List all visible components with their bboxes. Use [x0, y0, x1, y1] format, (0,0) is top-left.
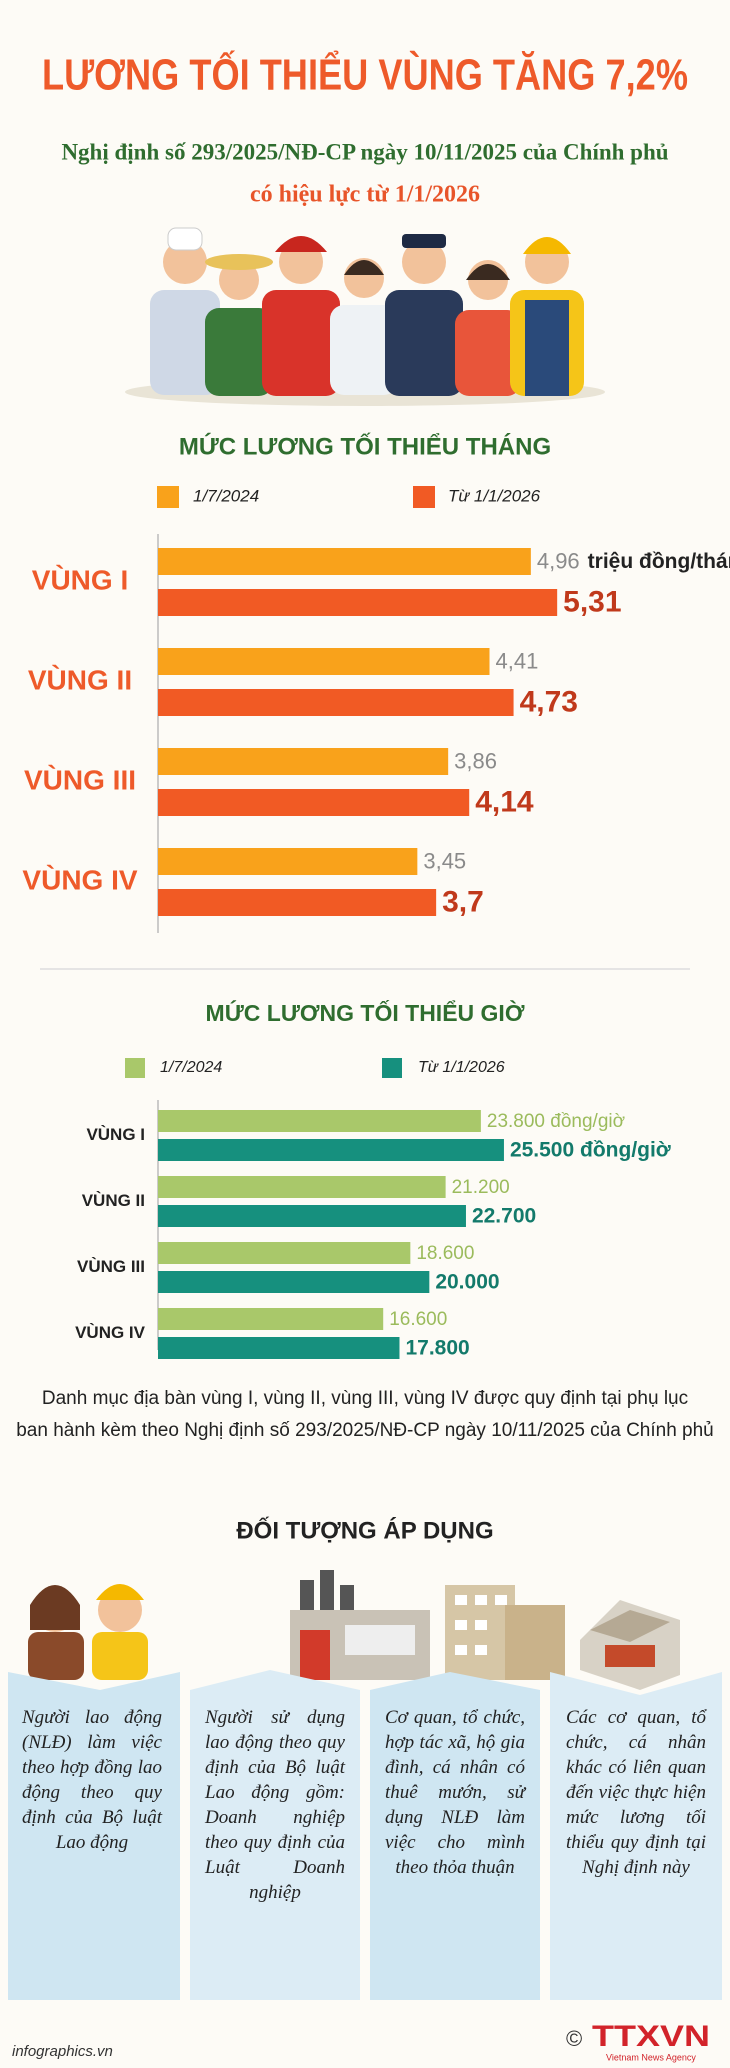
bar	[158, 889, 437, 916]
chart-title: MỨC LƯƠNG TỐI THIỂU THÁNG	[179, 432, 551, 460]
footer-site: infographics.vn	[12, 2043, 113, 2060]
value-label: 5,31	[563, 585, 621, 618]
target-icons	[28, 1570, 680, 1690]
legend-marker	[157, 486, 179, 508]
bar	[158, 848, 418, 875]
bar	[158, 1271, 430, 1293]
bar	[158, 548, 531, 575]
legend-marker	[413, 486, 435, 508]
chart-title: MỨC LƯƠNG TỐI THIỂU GIỜ	[206, 999, 525, 1026]
legend-marker	[382, 1058, 402, 1078]
category-label: VÙNG II	[82, 1191, 145, 1210]
subtitle: có hiệu lực từ 1/1/2026	[250, 182, 480, 208]
footer-agency: TTXVN	[592, 2020, 710, 2053]
subtitle: Nghị định số 293/2025/NĐ-CP ngày 10/11/2…	[61, 139, 668, 164]
bar	[158, 1242, 411, 1264]
value-label: 4,14	[475, 785, 534, 818]
bar	[158, 1337, 400, 1359]
value-label: 18.600	[416, 1243, 474, 1264]
note-line: ban hành kèm theo Nghị định số 293/2025/…	[16, 1420, 714, 1441]
unit-label: triệu đồng/tháng	[588, 550, 730, 573]
category-label: VÙNG III	[24, 764, 136, 795]
bar	[158, 748, 449, 775]
section-title: ĐỐI TƯỢNG ÁP DỤNG	[236, 1516, 493, 1544]
value-label: 4,96	[537, 548, 580, 573]
value-label: 3,45	[423, 848, 466, 873]
value-label: 16.600	[389, 1309, 447, 1330]
bar	[158, 589, 558, 616]
value-label: 25.500 đồng/giờ	[510, 1139, 671, 1162]
value-label: 4,73	[520, 685, 578, 718]
value-label: 20.000	[435, 1271, 499, 1294]
legend-label: 1/7/2024	[160, 1059, 222, 1076]
target-text: Cơ quan, tổ chức, hợp tác xã, hộ gia đìn…	[385, 1707, 525, 1878]
value-label: 3,7	[442, 885, 484, 918]
bar	[158, 1308, 384, 1330]
target-text: Các cơ quan, tổ chức, cá nhân khác có li…	[566, 1707, 706, 1878]
value-label: 3,86	[454, 748, 497, 773]
title: LƯƠNG TỐI THIỂU VÙNG TĂNG 7,2%	[42, 49, 688, 100]
legend-label: Từ 1/1/2026	[418, 1059, 505, 1076]
category-label: VÙNG I	[86, 1125, 145, 1144]
target-text: Người lao động (NLĐ) làm việc theo hợp đ…	[22, 1707, 162, 1853]
category-label: VÙNG I	[32, 564, 128, 595]
footer-agency-en: Vietnam News Agency	[606, 2052, 696, 2062]
legend-marker	[125, 1058, 145, 1078]
value-label: 4,41	[496, 648, 539, 673]
bar	[158, 789, 470, 816]
value-label: 21.200	[452, 1177, 510, 1198]
bar	[158, 689, 514, 716]
workers-illustration	[125, 227, 605, 406]
footer-copyright: ©	[566, 2026, 582, 2051]
value-label: 17.800	[405, 1337, 469, 1360]
bar	[158, 648, 490, 675]
category-label: VÙNG IV	[22, 864, 137, 895]
bar	[158, 1205, 466, 1227]
category-label: VÙNG IV	[75, 1323, 146, 1342]
bar	[158, 1110, 481, 1132]
category-label: VÙNG II	[28, 664, 132, 695]
bar	[158, 1139, 504, 1161]
category-label: VÙNG III	[77, 1257, 145, 1276]
target-text: Người sử dụng lao động theo quy định của…	[205, 1707, 345, 1903]
target-panels	[8, 1670, 722, 2000]
note-line: Danh mục địa bàn vùng I, vùng II, vùng I…	[41, 1388, 689, 1409]
value-label: 23.800 đồng/giờ	[487, 1111, 625, 1132]
bar	[158, 1176, 446, 1198]
legend-label: Từ 1/1/2026	[448, 486, 541, 505]
value-label: 22.700	[472, 1205, 536, 1228]
legend-label: 1/7/2024	[193, 486, 259, 505]
